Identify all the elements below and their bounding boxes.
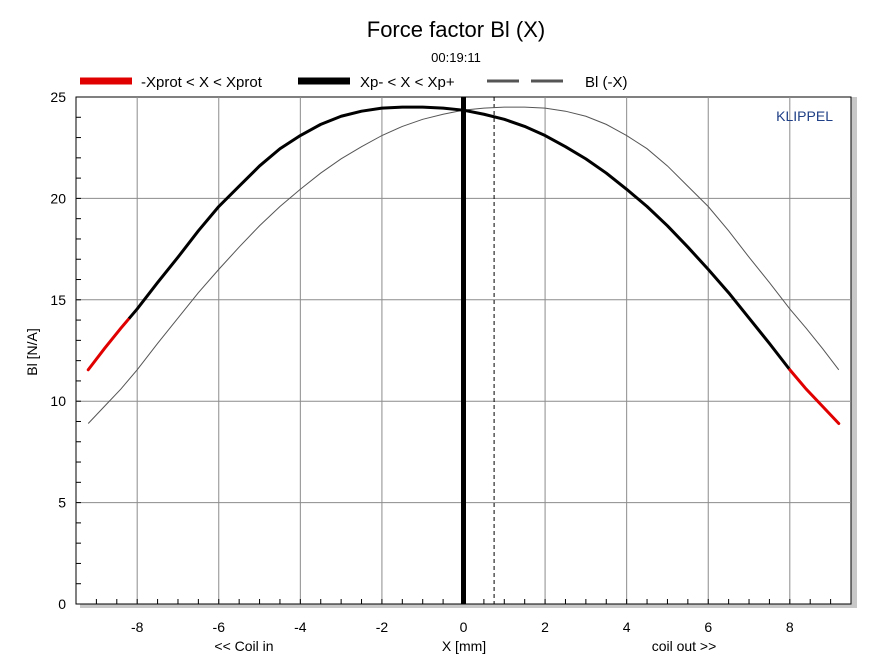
x-tick-label: -4 <box>294 619 307 635</box>
legend-label-bl-minus-x: Bl (-X) <box>585 74 628 91</box>
x-note-coil-in: << Coil in <box>214 638 273 654</box>
y-tick-label: 0 <box>58 596 66 612</box>
x-tick-label: -2 <box>376 619 389 635</box>
vertical-markers <box>461 97 495 604</box>
x-tick-label: -8 <box>131 619 144 635</box>
legend: -Xprot < X < Xprot Xp- < X < Xp+ Bl (-X) <box>80 74 628 91</box>
x-tick-label: 8 <box>786 619 794 635</box>
y-tick-label: 20 <box>50 190 66 206</box>
y-tick-label: 25 <box>50 89 66 105</box>
x-tick-label: 2 <box>541 619 549 635</box>
legend-label-xp: Xp- < X < Xp+ <box>360 74 455 91</box>
legend-label-xprot: -Xprot < X < Xprot <box>141 74 263 91</box>
x-tick-label: -6 <box>213 619 226 635</box>
chart-timestamp: 00:19:11 <box>431 50 481 65</box>
x-tick-label: 4 <box>623 619 631 635</box>
series-line-bl-left-outside <box>86 317 131 372</box>
x-note-coil-out: coil out >> <box>652 638 717 654</box>
brand-label: KLIPPEL <box>776 108 833 124</box>
chart-title: Force factor Bl (X) <box>367 17 545 42</box>
series-line-bl-right-outside <box>788 368 841 426</box>
series <box>86 105 841 426</box>
y-tick-label: 5 <box>58 495 66 511</box>
x-axis-label: X [mm] <box>442 638 486 654</box>
series-line-bl-inside <box>127 105 792 371</box>
x-tick-label: 0 <box>460 619 468 635</box>
tick-labels: -8 -6 -4 -2 0 2 4 6 8 0 5 10 15 20 25 <box>50 89 793 635</box>
y-axis-label: Bl [N/A] <box>24 328 40 375</box>
x-tick-label: 6 <box>704 619 712 635</box>
y-tick-label: 15 <box>50 292 66 308</box>
y-tick-label: 10 <box>50 393 66 409</box>
